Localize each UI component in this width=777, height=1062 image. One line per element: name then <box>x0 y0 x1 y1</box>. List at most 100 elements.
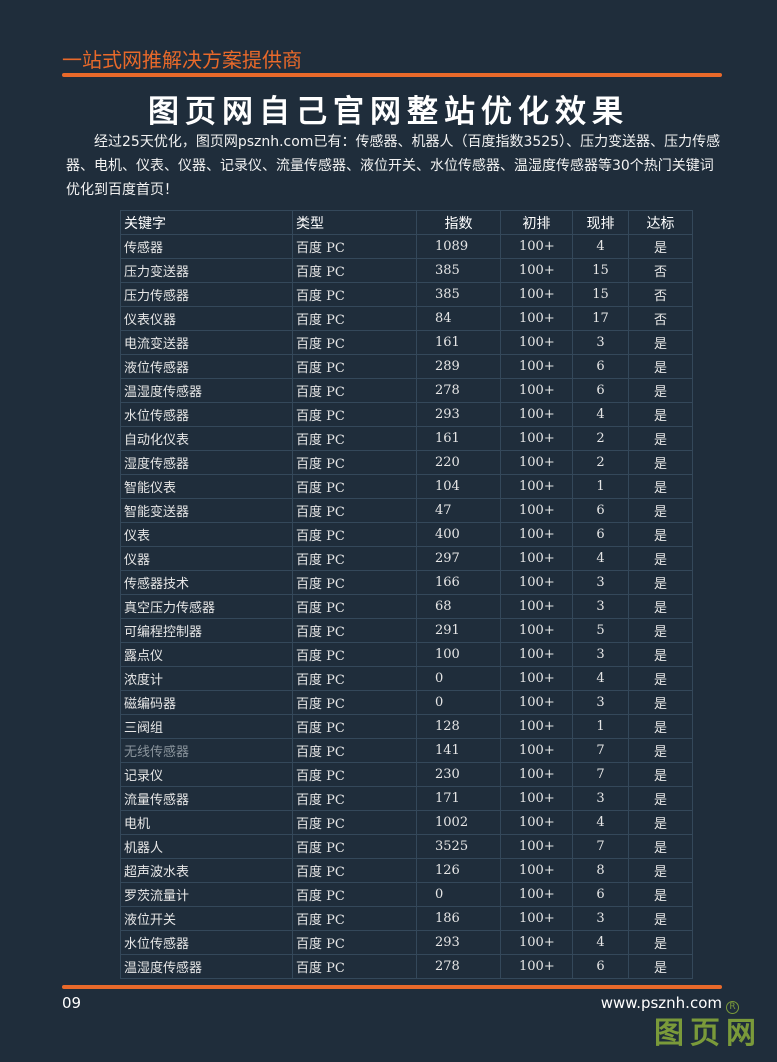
index-cell: 104 <box>416 474 501 499</box>
current-rank-cell: 7 <box>572 762 629 787</box>
website-url: www.psznh.com <box>600 994 722 1012</box>
achieved-cell: 是 <box>628 618 693 643</box>
table-row: 浓度计 百度 PC 0 100+ 4 是 <box>120 666 693 691</box>
initial-rank-cell: 100+ <box>500 354 573 379</box>
index-cell: 161 <box>416 330 501 355</box>
type-cell: 百度 PC <box>292 858 417 883</box>
achieved-cell: 是 <box>628 906 693 931</box>
achieved-cell: 是 <box>628 738 693 763</box>
achieved-cell: 是 <box>628 930 693 955</box>
achieved-cell: 是 <box>628 954 693 979</box>
current-rank-cell: 3 <box>572 786 629 811</box>
table-row: 湿度传感器 百度 PC 220 100+ 2 是 <box>120 450 693 475</box>
current-rank-cell: 4 <box>572 546 629 571</box>
current-rank-cell: 3 <box>572 642 629 667</box>
achieved-cell: 否 <box>628 258 693 283</box>
achieved-cell: 是 <box>628 570 693 595</box>
type-cell: 百度 PC <box>292 690 417 715</box>
index-cell: 297 <box>416 546 501 571</box>
current-rank-cell: 6 <box>572 954 629 979</box>
column-header: 现排 <box>572 210 629 235</box>
current-rank-cell: 3 <box>572 330 629 355</box>
achieved-cell: 是 <box>628 450 693 475</box>
type-cell: 百度 PC <box>292 906 417 931</box>
header-divider <box>62 73 722 77</box>
table-row: 压力传感器 百度 PC 385 100+ 15 否 <box>120 282 693 307</box>
index-cell: 128 <box>416 714 501 739</box>
current-rank-cell: 3 <box>572 906 629 931</box>
index-cell: 166 <box>416 570 501 595</box>
current-rank-cell: 4 <box>572 810 629 835</box>
current-rank-cell: 4 <box>572 402 629 427</box>
table-row: 仪器 百度 PC 297 100+ 4 是 <box>120 546 693 571</box>
initial-rank-cell: 100+ <box>500 426 573 451</box>
table-row: 电流变送器 百度 PC 161 100+ 3 是 <box>120 330 693 355</box>
initial-rank-cell: 100+ <box>500 594 573 619</box>
current-rank-cell: 4 <box>572 666 629 691</box>
intro-paragraph: 经过25天优化，图页网psznh.com已有：传感器、机器人（百度指数3525）… <box>66 134 721 198</box>
achieved-cell: 是 <box>628 690 693 715</box>
type-cell: 百度 PC <box>292 378 417 403</box>
achieved-cell: 是 <box>628 786 693 811</box>
achieved-cell: 是 <box>628 234 693 259</box>
current-rank-cell: 2 <box>572 450 629 475</box>
current-rank-cell: 17 <box>572 306 629 331</box>
type-cell: 百度 PC <box>292 834 417 859</box>
achieved-cell: 是 <box>628 666 693 691</box>
index-cell: 293 <box>416 402 501 427</box>
table-row: 流量传感器 百度 PC 171 100+ 3 是 <box>120 786 693 811</box>
current-rank-cell: 15 <box>572 282 629 307</box>
initial-rank-cell: 100+ <box>500 810 573 835</box>
index-cell: 141 <box>416 738 501 763</box>
index-cell: 230 <box>416 762 501 787</box>
achieved-cell: 是 <box>628 426 693 451</box>
achieved-cell: 是 <box>628 810 693 835</box>
initial-rank-cell: 100+ <box>500 954 573 979</box>
index-cell: 278 <box>416 378 501 403</box>
achieved-cell: 是 <box>628 402 693 427</box>
keyword-cell: 湿度传感器 <box>120 450 293 475</box>
keyword-cell: 可编程控制器 <box>120 618 293 643</box>
initial-rank-cell: 100+ <box>500 258 573 283</box>
keyword-cell: 流量传感器 <box>120 786 293 811</box>
keyword-cell: 真空压力传感器 <box>120 594 293 619</box>
table-row: 温湿度传感器 百度 PC 278 100+ 6 是 <box>120 378 693 403</box>
keyword-cell: 液位开关 <box>120 906 293 931</box>
table-row: 自动化仪表 百度 PC 161 100+ 2 是 <box>120 426 693 451</box>
achieved-cell: 是 <box>628 834 693 859</box>
initial-rank-cell: 100+ <box>500 714 573 739</box>
table-row: 传感器技术 百度 PC 166 100+ 3 是 <box>120 570 693 595</box>
achieved-cell: 是 <box>628 546 693 571</box>
initial-rank-cell: 100+ <box>500 378 573 403</box>
type-cell: 百度 PC <box>292 522 417 547</box>
type-cell: 百度 PC <box>292 642 417 667</box>
table-row: 无线传感器 百度 PC 141 100+ 7 是 <box>120 738 693 763</box>
type-cell: 百度 PC <box>292 930 417 955</box>
keyword-cell: 仪表 <box>120 522 293 547</box>
initial-rank-cell: 100+ <box>500 906 573 931</box>
type-cell: 百度 PC <box>292 618 417 643</box>
index-cell: 1002 <box>416 810 501 835</box>
achieved-cell: 是 <box>628 522 693 547</box>
table-row: 记录仪 百度 PC 230 100+ 7 是 <box>120 762 693 787</box>
initial-rank-cell: 100+ <box>500 882 573 907</box>
type-cell: 百度 PC <box>292 762 417 787</box>
initial-rank-cell: 100+ <box>500 306 573 331</box>
achieved-cell: 是 <box>628 498 693 523</box>
type-cell: 百度 PC <box>292 426 417 451</box>
achieved-cell: 是 <box>628 330 693 355</box>
type-cell: 百度 PC <box>292 330 417 355</box>
index-cell: 289 <box>416 354 501 379</box>
footer-divider <box>62 985 722 989</box>
achieved-cell: 否 <box>628 282 693 307</box>
page-number: 09 <box>62 994 82 1012</box>
type-cell: 百度 PC <box>292 570 417 595</box>
keyword-cell: 温湿度传感器 <box>120 378 293 403</box>
current-rank-cell: 8 <box>572 858 629 883</box>
table-row: 仪表 百度 PC 400 100+ 6 是 <box>120 522 693 547</box>
achieved-cell: 是 <box>628 354 693 379</box>
initial-rank-cell: 100+ <box>500 786 573 811</box>
column-header: 初排 <box>500 210 573 235</box>
index-cell: 171 <box>416 786 501 811</box>
keyword-cell: 机器人 <box>120 834 293 859</box>
